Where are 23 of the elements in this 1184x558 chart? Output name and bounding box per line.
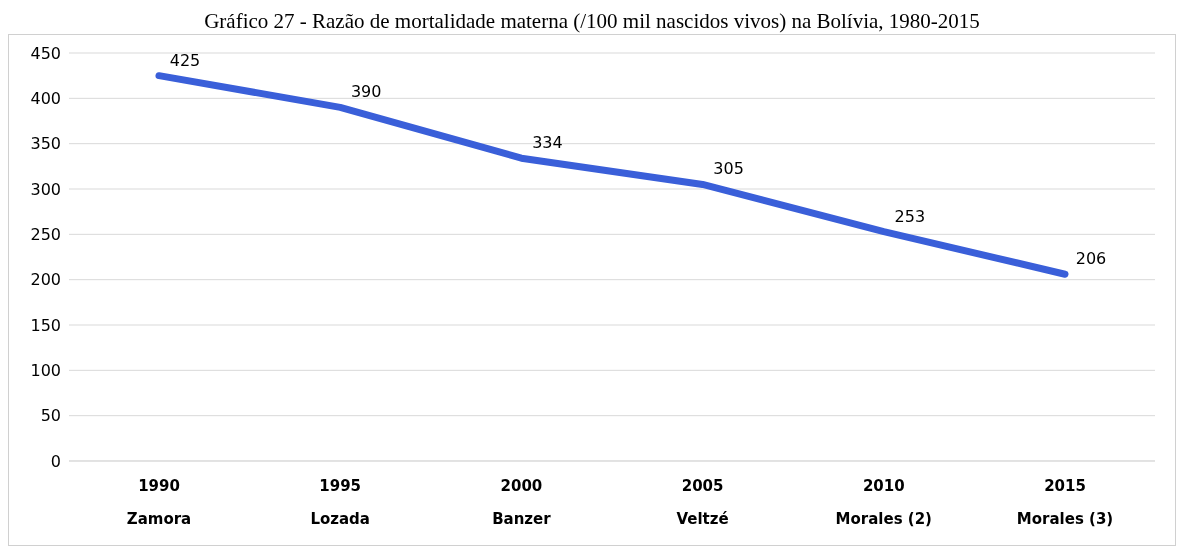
y-tick-label: 350: [30, 134, 61, 154]
x-tick-label: 2015 Morales (3): [1016, 477, 1114, 528]
y-tick-label: 150: [30, 315, 61, 335]
x-tick-label: 2005 Veltzé: [676, 477, 729, 528]
y-tick-label: 300: [30, 179, 61, 199]
data-label: 390: [350, 82, 382, 102]
y-tick-label: 200: [30, 270, 61, 290]
chart-title: Gráfico 27 - Razão de mortalidade materna (/100 mil nascidos vivos) na Bolívia, 1980-2015: [203, 8, 981, 34]
y-tick-label: 0: [50, 451, 61, 471]
data-label: 334: [532, 133, 563, 153]
x-tick-label: 2010 Morales (2): [835, 477, 932, 528]
x-tick-label: 1995 Lozada: [310, 477, 370, 528]
y-tick-label: 100: [30, 361, 61, 381]
x-tick-label: 2000 Banzer: [492, 477, 552, 528]
data-label: 425: [169, 50, 201, 70]
data-label: 253: [894, 206, 926, 226]
x-tick-label: 1990 Zamora: [126, 477, 192, 528]
y-tick-label: 450: [30, 43, 61, 63]
y-tick-label: 400: [30, 89, 61, 109]
data-label: 206: [1075, 249, 1107, 269]
y-tick-label: 250: [30, 225, 61, 245]
y-tick-label: 50: [40, 406, 61, 426]
data-label: 305: [713, 159, 744, 179]
